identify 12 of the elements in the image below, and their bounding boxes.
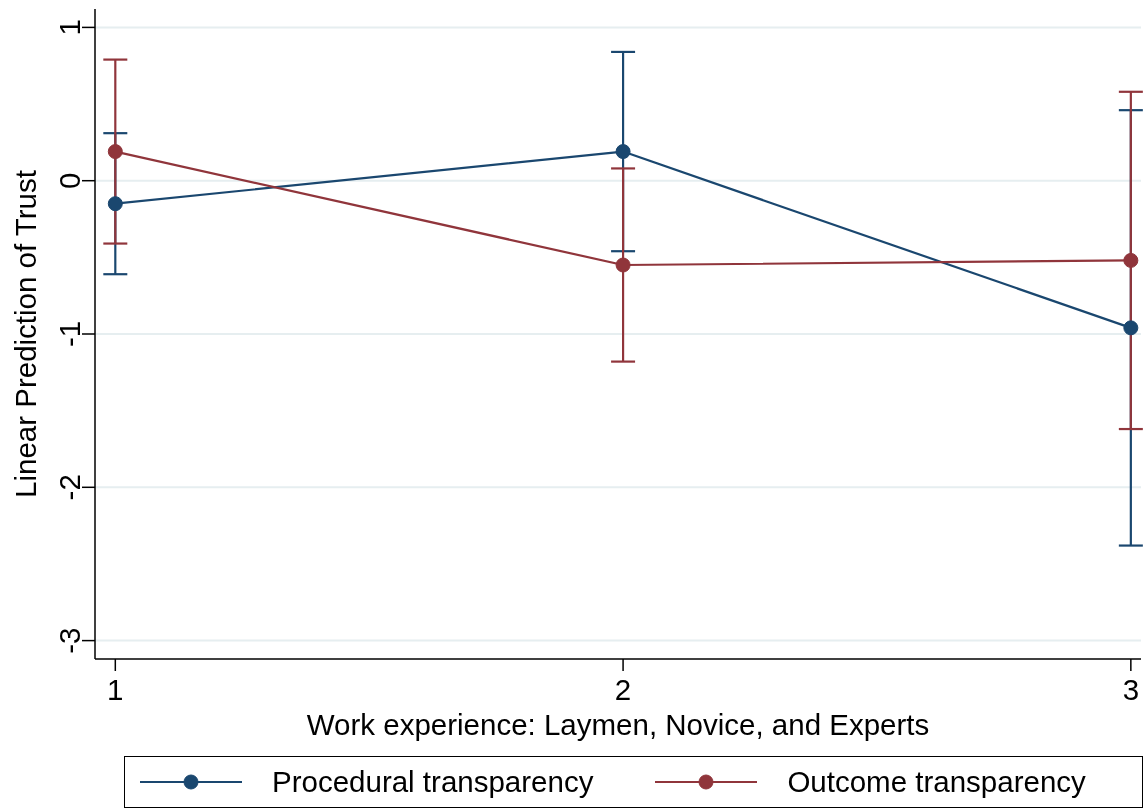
legend-label: Procedural transparency bbox=[272, 765, 594, 799]
y-tick-label: -3 bbox=[53, 627, 86, 654]
y-tick-label: 1 bbox=[53, 19, 86, 36]
y-tick-label: -2 bbox=[53, 474, 86, 501]
y-tick-label: 0 bbox=[53, 172, 86, 189]
x-tick-label: 3 bbox=[1122, 673, 1140, 706]
x-tick-label: 1 bbox=[107, 673, 124, 706]
y-axis-title: Linear Prediction of Trust bbox=[9, 170, 42, 498]
y-tick-label: -1 bbox=[53, 320, 86, 348]
legend-label: Outcome transparency bbox=[787, 765, 1086, 799]
x-axis-title: Work experience: Laymen, Novice, and Experts bbox=[306, 708, 930, 741]
x-tick-label: 2 bbox=[614, 673, 632, 706]
